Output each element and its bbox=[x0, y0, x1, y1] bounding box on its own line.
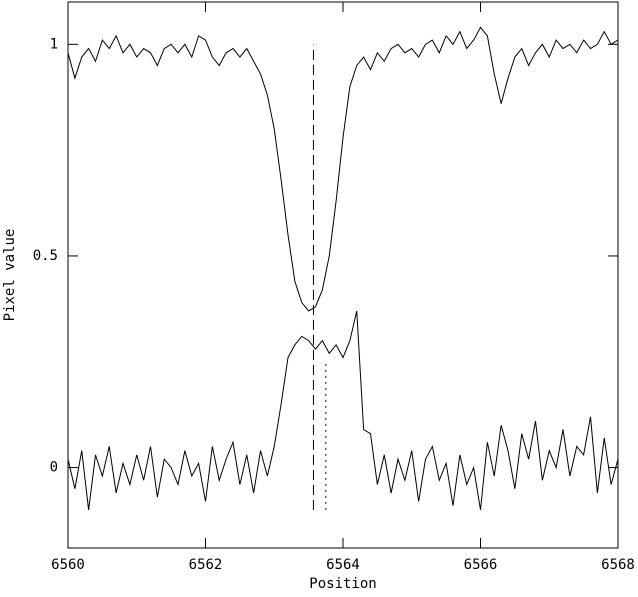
y-axis-label: Pixel value bbox=[2, 229, 18, 322]
y-tick-label: 1 bbox=[50, 36, 58, 52]
x-tick-label: 6564 bbox=[326, 557, 360, 573]
spectrum-line bbox=[67, 26, 619, 312]
spectrum-line bbox=[67, 310, 619, 510]
x-axis-label: Position bbox=[309, 576, 376, 592]
y-tick-label: 0 bbox=[50, 460, 58, 476]
x-tick-label: 6560 bbox=[51, 557, 85, 573]
x-tick-label: 6562 bbox=[189, 557, 223, 573]
x-tick-label: 6566 bbox=[464, 557, 498, 573]
x-tick-label: 6568 bbox=[601, 557, 635, 573]
plot-frame bbox=[67, 1, 619, 549]
y-tick-label: 0.5 bbox=[33, 248, 58, 264]
